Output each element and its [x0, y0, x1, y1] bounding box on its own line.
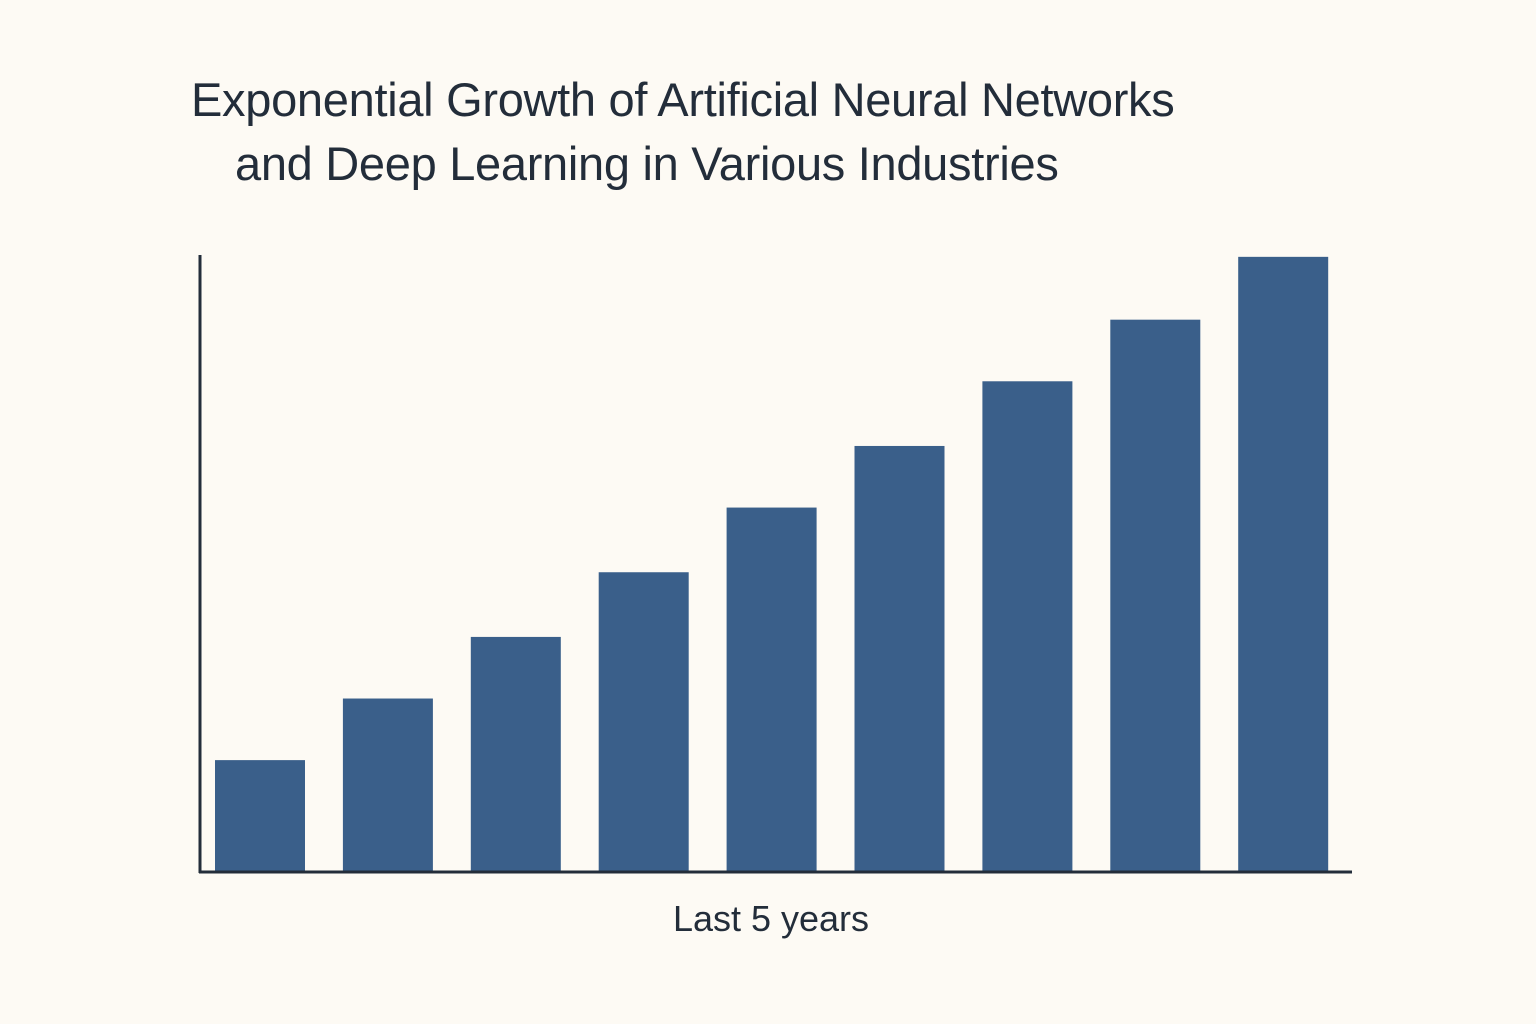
bar-5	[726, 507, 817, 871]
x-axis-label: Last 5 years	[672, 898, 870, 939]
bar-6	[854, 445, 945, 871]
chart-title-line-1: Exponential Growth of Artificial Neural …	[191, 73, 1175, 126]
bar-4	[598, 572, 689, 871]
bar-2	[342, 698, 433, 871]
bar-9	[1238, 256, 1329, 871]
bar-8	[1110, 319, 1201, 871]
chart-title-line-2: and Deep Learning in Various Industries	[235, 137, 1059, 190]
bar-1	[215, 760, 305, 871]
bar-3	[470, 636, 561, 871]
bar-7	[982, 381, 1073, 871]
